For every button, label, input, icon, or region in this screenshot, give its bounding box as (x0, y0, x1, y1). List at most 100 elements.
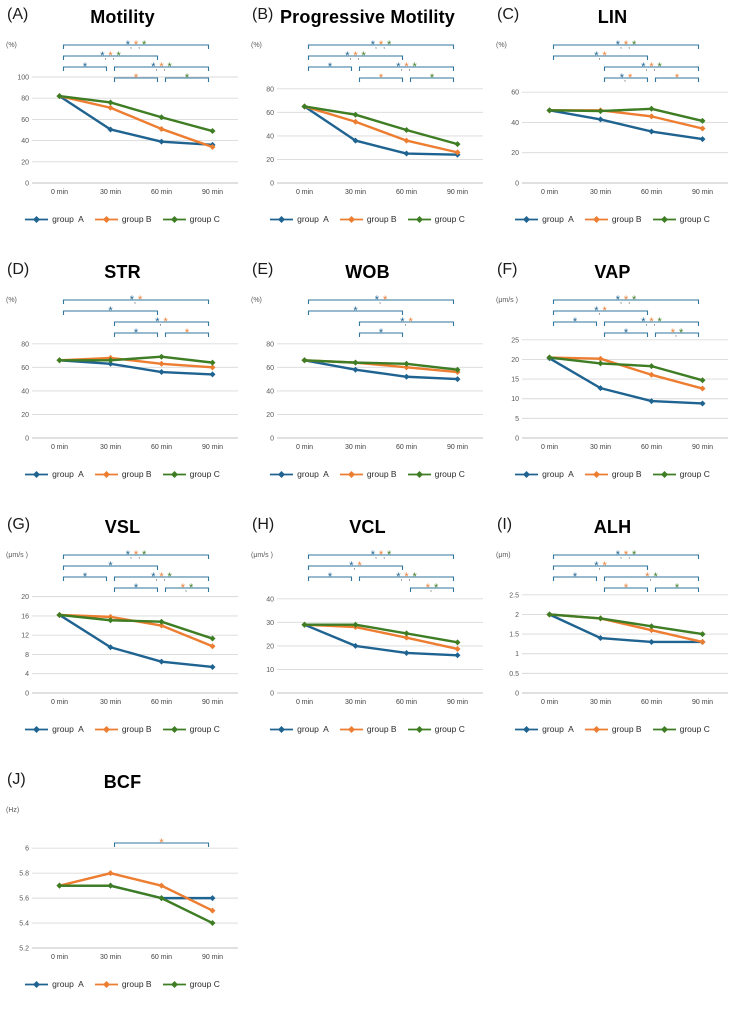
significance-stars: * (83, 61, 88, 73)
legend-item-group-a: group A (25, 469, 84, 479)
diamond-marker-icon (347, 470, 355, 478)
diamond-marker-icon (33, 980, 41, 988)
legend-marker-icon (25, 725, 49, 733)
series-line-group-c (58, 884, 214, 925)
panel-letter: (J) (7, 771, 26, 788)
significance-stars: *, *, * (616, 39, 637, 51)
legend-marker-icon (339, 215, 363, 223)
x-tick-label: 0 min (541, 699, 558, 706)
data-point-marker (597, 116, 604, 123)
data-point-marker (158, 618, 165, 625)
significance-stars: *, *, * (396, 61, 417, 73)
x-tick-label: 60 min (396, 444, 417, 451)
data-point-marker (699, 136, 706, 143)
x-tick-label: 60 min (641, 444, 662, 451)
significance-bracket (62, 66, 108, 71)
significance-bracket (307, 44, 455, 49)
legend-item-group-a: group A (25, 724, 84, 734)
significance-stars: * (159, 837, 164, 849)
legend-item-group-c: group C (407, 469, 465, 479)
data-point-marker (107, 882, 114, 889)
legend-label: group B (611, 469, 642, 479)
legend-label: group B (611, 214, 642, 224)
legend-item-group-b: group B (339, 469, 397, 479)
chart-header: (J) BCF (0, 769, 245, 796)
legend-marker-icon (162, 980, 186, 988)
significance-stars: * (675, 72, 680, 84)
significance-stars: * (134, 327, 139, 339)
panel-letter: (I) (497, 516, 513, 533)
x-tick-label: 0 min (51, 954, 68, 961)
chart-panel-progressive-motility: (B) Progressive Motility 0 20 40 60 80 (%) 0 m… (245, 4, 490, 228)
significance-bracket (62, 299, 210, 304)
chart-plot-area: 0 20 40 60 80 (%) 0 min 30 min 60 min 90 min *, * *… (251, 294, 483, 451)
data-point-marker (546, 354, 553, 361)
chart-title: ALH (593, 517, 632, 537)
legend-label: group C (434, 214, 465, 224)
x-tick-label: 30 min (100, 444, 121, 451)
chart-plot-area: 0 20 40 60 80 100 (%) 0 min 30 min 60 min 90 min *,… (6, 39, 238, 196)
legend-label: group C (189, 979, 220, 989)
legend-label: group C (189, 469, 220, 479)
data-point-marker (454, 149, 461, 156)
data-point-marker (352, 118, 359, 125)
legend-label: group B (366, 214, 397, 224)
chart-plot-area: 0 4 8 12 16 20 (μm/s ) 0 min 30 min 60 min 90 min *… (6, 549, 238, 706)
data-point-marker (699, 117, 706, 124)
series-line-group-c (303, 105, 459, 146)
significance-bracket (552, 576, 598, 581)
significance-stars: *, *, * (396, 571, 417, 583)
x-tick-label: 90 min (447, 444, 468, 451)
x-tick-label: 90 min (202, 954, 223, 961)
data-point-marker (158, 369, 165, 376)
series-line-group-c (548, 613, 704, 636)
y-tick-label: 6 (25, 846, 29, 853)
significance-stars: *, * (375, 294, 388, 306)
y-axis-unit-label: (%) (6, 297, 17, 304)
y-tick-label: 40 (21, 388, 29, 395)
y-tick-label: 60 (21, 117, 29, 124)
data-point-marker (56, 93, 63, 100)
data-point-marker (107, 99, 114, 106)
y-tick-label: 5.2 (19, 946, 29, 953)
legend-marker-icon (584, 725, 608, 733)
x-tick-label: 30 min (345, 444, 366, 451)
y-tick-label: 40 (266, 388, 274, 395)
diamond-marker-icon (278, 215, 286, 223)
y-tick-label: 0 (25, 436, 29, 443)
legend-item-group-b: group B (339, 724, 397, 734)
panel-letter: (C) (497, 6, 520, 23)
series-line-group-c (548, 356, 704, 382)
series-line-group-c (303, 359, 459, 371)
y-tick-label: 0 (270, 181, 274, 188)
series-line-group-b (58, 871, 214, 912)
data-point-marker (648, 105, 655, 112)
y-axis-unit-label: (μm) (496, 552, 511, 559)
y-tick-label: 8 (25, 652, 29, 659)
y-tick-label: 0 (270, 436, 274, 443)
y-tick-label: 0 (515, 181, 519, 188)
data-point-marker (648, 627, 655, 634)
y-tick-label: 5.4 (19, 921, 29, 928)
legend-marker-icon (515, 470, 539, 478)
diamond-marker-icon (33, 470, 41, 478)
chart-plot-area: 0 20 40 60 80 (%) 0 min 30 min 60 min 90 min *, *,… (251, 39, 483, 196)
series-line-group-c (58, 613, 214, 640)
legend-marker-icon (652, 470, 676, 478)
y-tick-label: 80 (266, 341, 274, 348)
significance-stars: * (573, 316, 578, 328)
x-tick-label: 0 min (541, 444, 558, 451)
diamond-marker-icon (592, 215, 600, 223)
data-point-marker (56, 611, 63, 618)
y-tick-label: 20 (21, 159, 29, 166)
panel-letter: (G) (7, 516, 31, 533)
y-tick-label: 5 (515, 416, 519, 423)
data-point-marker (352, 359, 359, 366)
x-tick-label: 30 min (345, 699, 366, 706)
significance-stars: *, * (671, 327, 684, 339)
chart-header: (G) VSL (0, 514, 245, 541)
y-tick-label: 20 (511, 150, 519, 157)
data-point-marker (107, 613, 114, 620)
significance-stars: *, * (645, 571, 658, 583)
legend-marker-icon (94, 980, 118, 988)
